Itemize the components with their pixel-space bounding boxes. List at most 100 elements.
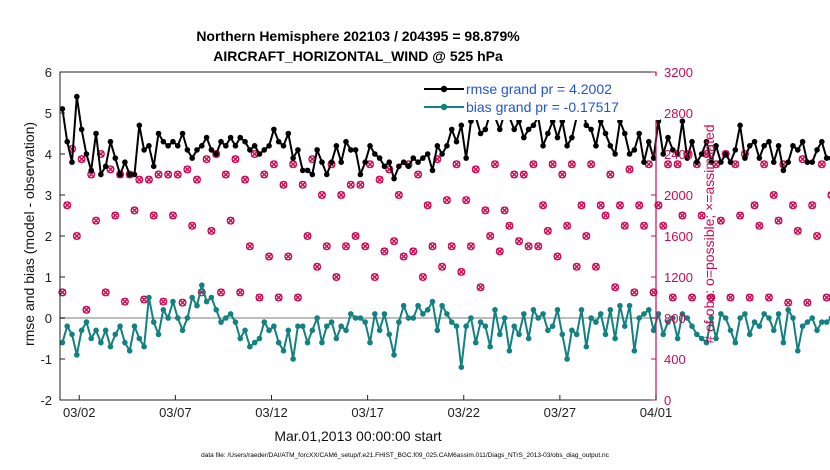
obs-assimilated-point: [520, 171, 528, 178]
bias-point: [819, 319, 825, 325]
rmse-point: [88, 167, 95, 174]
rmse-point: [439, 151, 445, 157]
bias-point: [198, 282, 205, 289]
bias-point: [458, 364, 465, 371]
obs-assimilated-point: [236, 288, 244, 296]
bias-point: [703, 339, 710, 346]
obs-possible-point: [414, 170, 423, 179]
rmse-point: [304, 167, 311, 174]
obs-assimilated-point: [563, 222, 571, 230]
bias-point: [444, 311, 450, 317]
rmse-point: [295, 147, 301, 153]
rmse-point: [521, 134, 527, 141]
rmse-point: [780, 167, 787, 174]
rmse-point: [607, 143, 614, 149]
obs-assimilated-point: [587, 160, 595, 168]
obs-possible-point: [639, 221, 648, 230]
obs-assimilated-point: [356, 181, 364, 189]
obs-assimilated-point: [284, 253, 292, 260]
rmse-point: [107, 138, 114, 145]
obs-possible-point: [399, 252, 408, 261]
bias-point: [588, 315, 594, 321]
bias-point: [261, 319, 268, 325]
rmse-point: [333, 143, 340, 149]
bias-point: [227, 311, 234, 317]
rmse-point: [93, 130, 99, 137]
bias-point: [338, 323, 344, 330]
bias-point: [794, 348, 801, 354]
bias-point: [74, 352, 80, 358]
obs-possible-point: [649, 288, 658, 297]
rmse-point: [660, 151, 667, 157]
obs-possible-point: [688, 293, 697, 302]
rmse-point: [694, 159, 700, 165]
obs-assimilated-point: [818, 160, 826, 168]
obs-possible-point: [524, 242, 533, 251]
bias-point: [290, 356, 296, 362]
obs-assimilated-point: [712, 160, 720, 168]
bias-point: [809, 315, 816, 321]
obs-assimilated-point: [808, 201, 816, 209]
x-tick-label: 03/12: [255, 405, 288, 420]
rmse-point: [155, 130, 162, 137]
rmse-point: [170, 138, 176, 145]
obs-possible-point: [92, 216, 101, 225]
obs-possible-point: [385, 165, 394, 174]
obs-possible-point: [827, 191, 830, 199]
bias-point: [569, 327, 575, 334]
bias-point: [112, 331, 119, 338]
legend-rmse-marker: [440, 85, 448, 93]
obs-assimilated-point: [361, 242, 369, 250]
obs-assimilated-point: [419, 273, 427, 281]
bias-point: [386, 331, 393, 338]
obs-assimilated-point: [409, 247, 417, 255]
obs-assimilated-point: [313, 263, 321, 271]
rmse-point: [227, 134, 234, 141]
bias-point: [694, 331, 700, 338]
y2-tick-label: 0: [664, 393, 671, 408]
obs-assimilated-point: [731, 160, 739, 168]
obs-possible-point: [462, 196, 471, 205]
obs-assimilated-point: [582, 232, 590, 240]
obs-assimilated-point: [289, 160, 297, 168]
bias-point: [352, 315, 359, 321]
chart-subtitle: AIRCRAFT_HORIZONTAL_WIND @ 525 hPa: [213, 48, 503, 64]
obs-assimilated-point: [414, 171, 422, 178]
bias-point: [69, 331, 75, 338]
obs-possible-point: [611, 283, 620, 292]
obs-possible-point: [394, 190, 403, 199]
rmse-point: [400, 159, 407, 165]
obs-assimilated-point: [678, 212, 686, 219]
obs-possible-point: [817, 160, 826, 169]
obs-possible-point: [293, 293, 302, 302]
obs-assimilated-point: [299, 181, 307, 189]
bias-point: [223, 315, 229, 321]
obs-assimilated-point: [82, 306, 90, 314]
x-tick-label: 03/07: [159, 405, 192, 420]
obs-assimilated-point: [280, 181, 287, 189]
y2-tick-label: 1200: [664, 270, 693, 285]
obs-assimilated-point: [707, 294, 715, 301]
y2-tick-label: 2400: [664, 147, 693, 162]
obs-assimilated-point: [746, 294, 754, 301]
bias-point: [271, 323, 277, 330]
x-tick-label: 03/27: [544, 405, 577, 420]
obs-assimilated-point: [371, 273, 379, 281]
bias-point: [790, 315, 796, 321]
bias-point: [126, 348, 133, 354]
obs-possible-point: [380, 247, 389, 256]
bias-point: [93, 327, 99, 334]
obs-assimilated-point: [659, 222, 667, 230]
rmse-point: [713, 143, 719, 149]
rmse-point: [237, 134, 244, 141]
obs-assimilated-point: [621, 222, 629, 230]
y-tick-label: 6: [45, 65, 52, 80]
bias-point: [367, 339, 373, 346]
bias-point: [583, 343, 590, 350]
bias-point: [785, 307, 791, 313]
rmse-point: [814, 147, 820, 153]
obs-assimilated-point: [265, 253, 273, 260]
rmse-point: [718, 159, 724, 165]
obs-assimilated-point: [640, 222, 648, 230]
rmse-point: [703, 138, 710, 145]
